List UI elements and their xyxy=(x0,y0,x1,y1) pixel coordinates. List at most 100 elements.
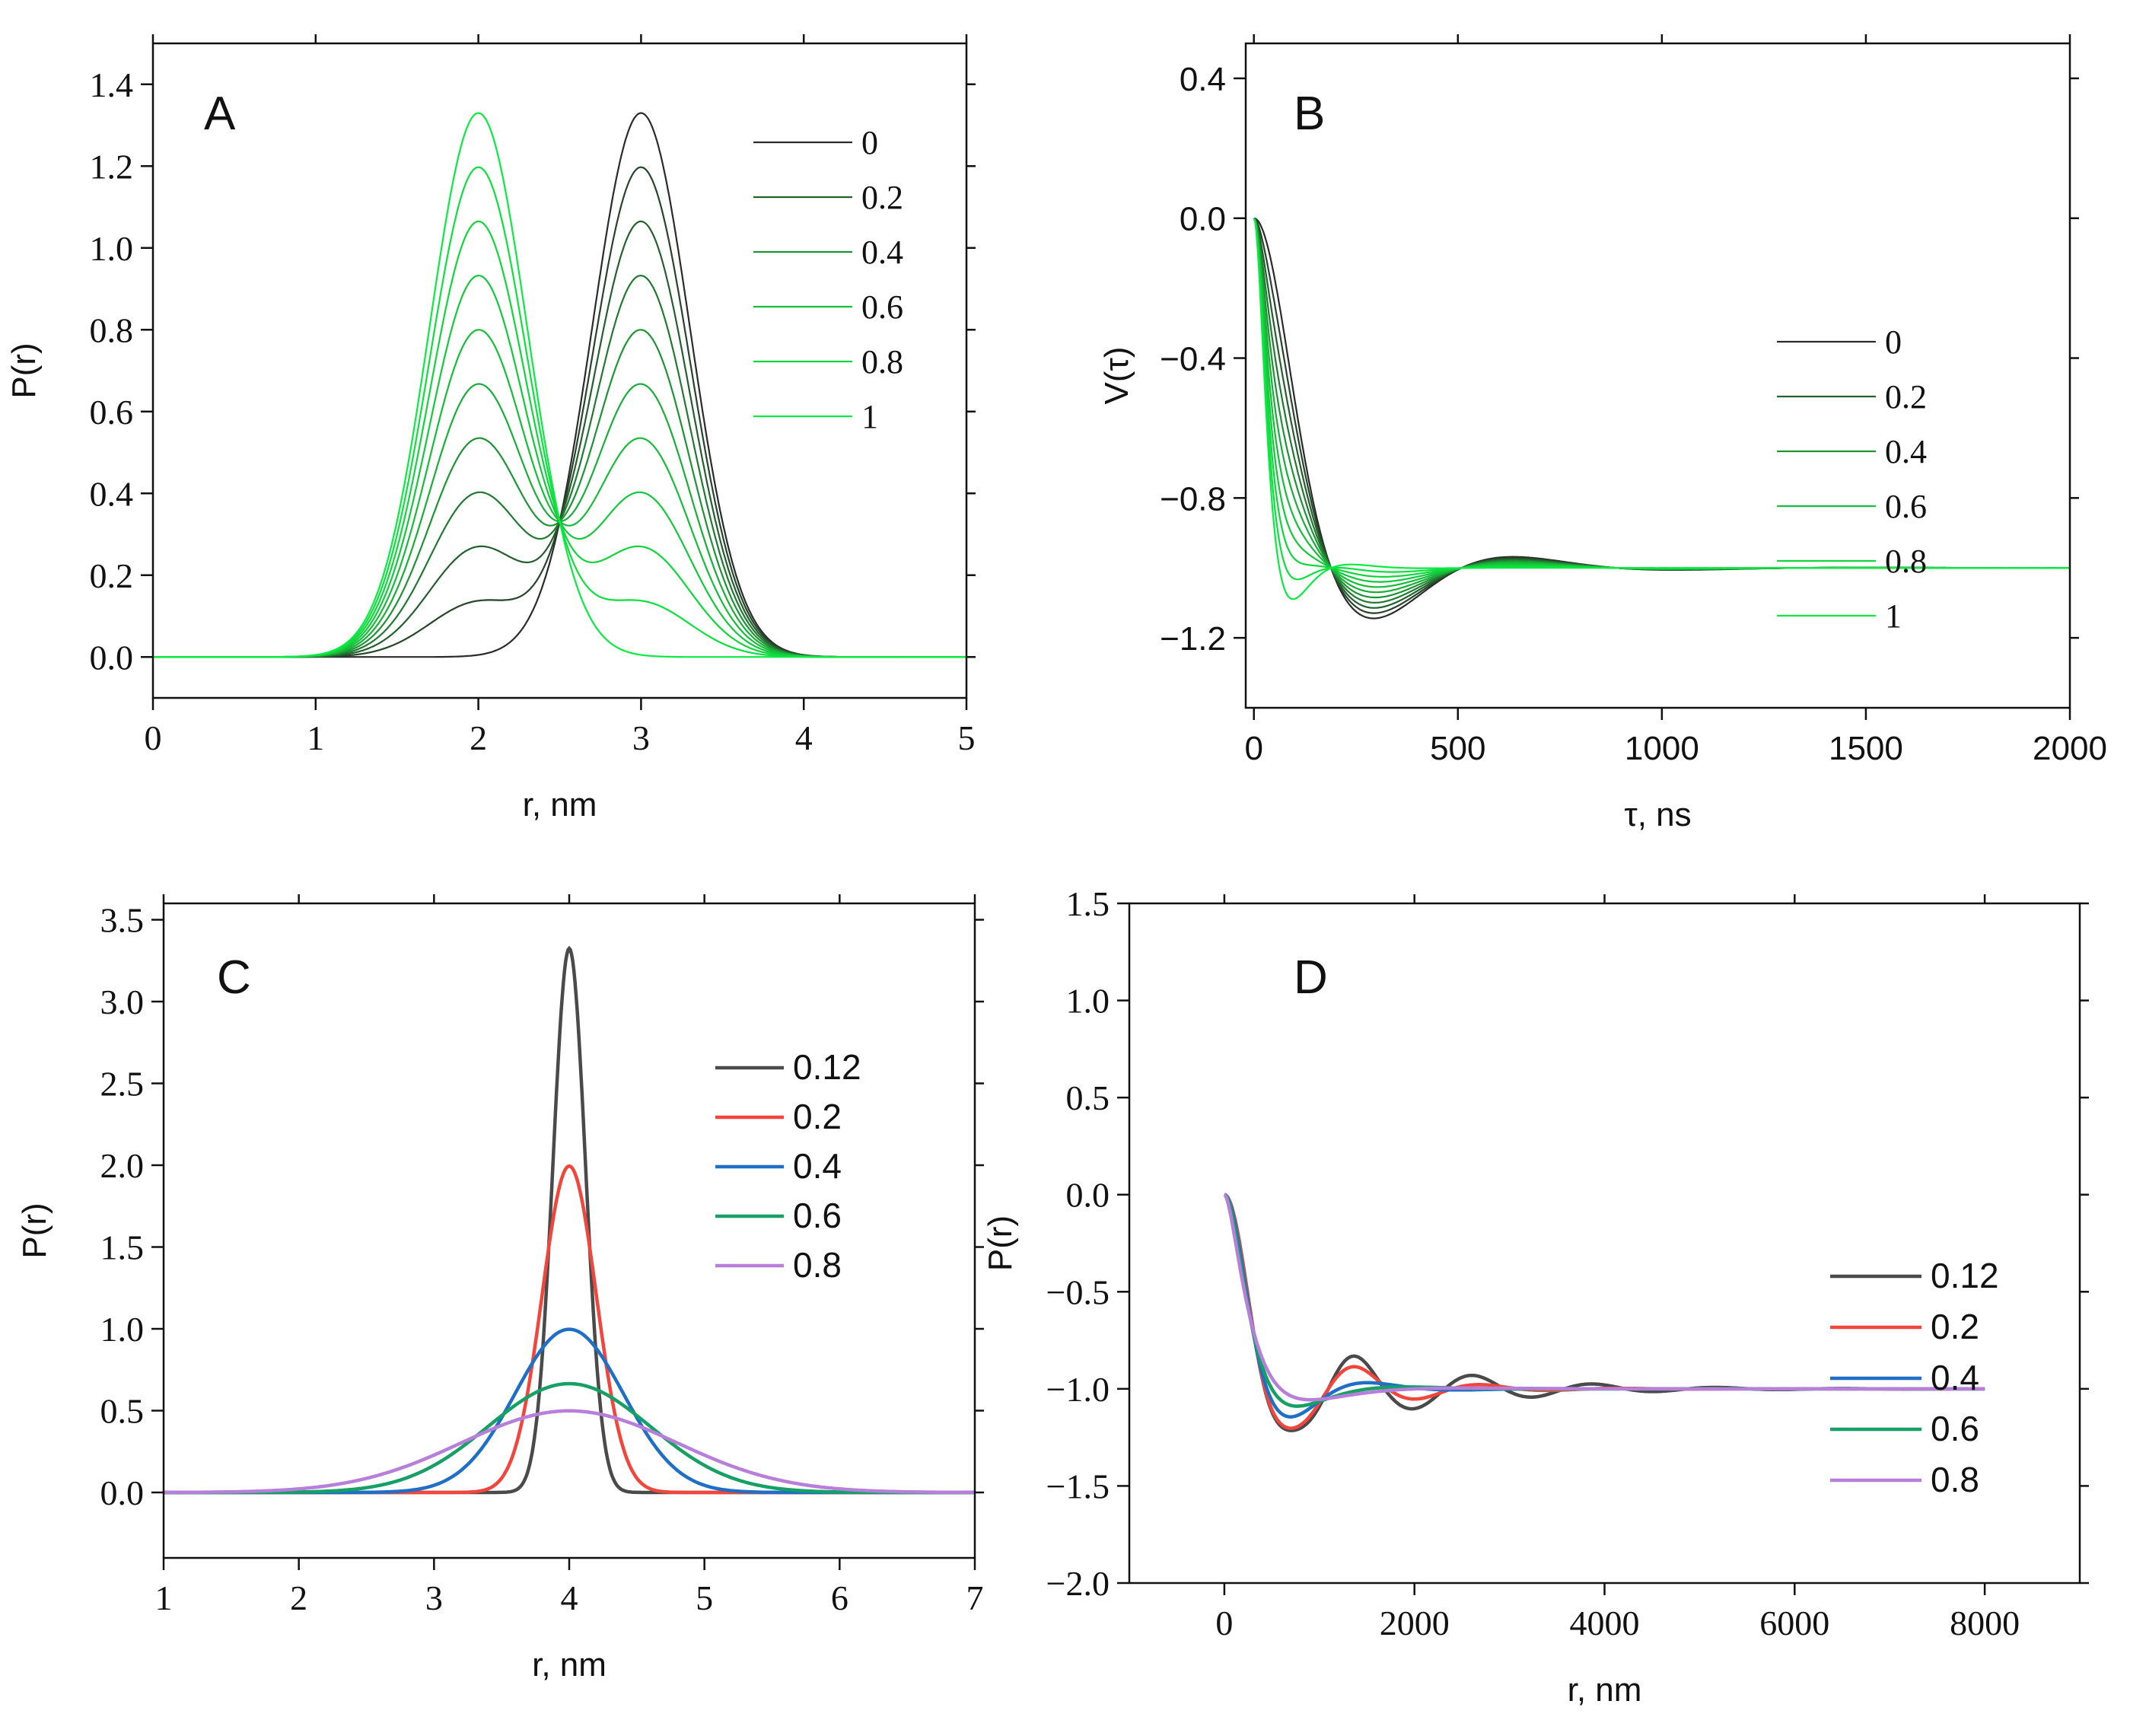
y-axis-label: V(τ) xyxy=(1098,346,1135,404)
panel-b-legend: 0 0.2 0.4 0.6 0.8 1 xyxy=(1777,323,1927,635)
legend-label: 0.4 xyxy=(793,1146,842,1186)
y-tick-label: 0.2 xyxy=(90,556,134,595)
x-tick-label: 2 xyxy=(290,1578,307,1617)
legend-label: 0.12 xyxy=(793,1047,861,1087)
y-tick-label: 1.5 xyxy=(100,1228,145,1267)
y-axis-label: P(r) xyxy=(16,1202,53,1258)
legend-label: 0.6 xyxy=(861,288,903,326)
curve-b-1 xyxy=(1253,218,2070,600)
x-tick-label: 4 xyxy=(795,718,813,757)
x-axis-label: τ, ns xyxy=(1624,796,1691,833)
y-tick-label: 2.5 xyxy=(100,1065,145,1104)
x-tick-label: 2000 xyxy=(2033,730,2107,767)
legend-label: 0.2 xyxy=(861,179,903,216)
x-tick-label: 1 xyxy=(155,1578,173,1617)
y-tick-label: 0.4 xyxy=(90,474,134,513)
legend-label: 0.6 xyxy=(1931,1409,1979,1448)
panel-b-curves xyxy=(1253,217,2071,620)
panel-a-letter: A xyxy=(204,88,236,140)
panel-c-curves xyxy=(164,945,975,1495)
x-tick-label: 6 xyxy=(831,1578,848,1617)
panel-c-letter: C xyxy=(217,951,251,1004)
y-tick-label: 0.0 xyxy=(1180,201,1226,238)
x-tick-label: 1 xyxy=(307,718,324,757)
legend-label: 0.8 xyxy=(861,343,903,381)
x-tick-label: 8000 xyxy=(1950,1604,2020,1642)
y-tick-label: 0.0 xyxy=(1066,1176,1110,1215)
y-tick-label: 0.6 xyxy=(90,393,134,432)
panel-c: 1 2 3 4 5 6 7 0.0 0.5 1.0 1.5 2.0 2.5 3.0 3.5 r, nm P(r)… xyxy=(16,894,984,1683)
legend-label: 0.8 xyxy=(793,1245,842,1285)
y-tick-label: 0.5 xyxy=(1066,1078,1110,1117)
legend-label: 0.6 xyxy=(793,1196,842,1235)
x-tick-label: 0 xyxy=(145,718,162,757)
legend-label: 0.8 xyxy=(1885,543,1927,580)
y-tick-label: −0.5 xyxy=(1046,1273,1110,1311)
y-tick-label: −1.0 xyxy=(1046,1370,1110,1409)
curve-c-0_8 xyxy=(164,1409,975,1495)
y-tick-label: 0.8 xyxy=(90,311,134,349)
panel-d-legend: 0.12 0.2 0.4 0.6 0.8 xyxy=(1830,1256,1999,1499)
y-axis-label: P(r) xyxy=(5,342,43,398)
y-tick-label: 0.0 xyxy=(100,1473,145,1512)
legend-label: 0.4 xyxy=(861,234,903,271)
y-tick-label: 1.5 xyxy=(1066,884,1110,923)
y-tick-label: 1.0 xyxy=(90,229,134,268)
x-tick-label: 1500 xyxy=(1829,730,1903,767)
x-axis-label: r, nm xyxy=(1568,1671,1642,1709)
x-tick-label: 5 xyxy=(958,718,976,757)
y-tick-label: 1.0 xyxy=(1066,982,1110,1021)
panel-a-frame xyxy=(151,42,968,699)
y-tick-label: 2.0 xyxy=(100,1146,145,1185)
legend-label: 0.4 xyxy=(1885,433,1927,470)
legend-label: 0.2 xyxy=(1931,1307,1979,1346)
x-axis-label: r, nm xyxy=(523,786,597,823)
panel-b-letter: B xyxy=(1294,88,1325,140)
y-tick-label: −0.4 xyxy=(1160,341,1226,378)
x-tick-label: 7 xyxy=(966,1578,984,1617)
legend-label: 1 xyxy=(1885,597,1902,635)
panel-d: 0 2000 4000 6000 8000 −2.0 −1.5 −1.0 −0.5 0.0 0.5 1… xyxy=(982,884,2089,1709)
panel-d-letter: D xyxy=(1294,951,1328,1004)
x-tick-label: 3 xyxy=(425,1578,443,1617)
curve-d-0_8 xyxy=(1223,1193,1985,1402)
panel-b-frame xyxy=(1244,42,2071,709)
y-tick-label: 0.4 xyxy=(1180,61,1226,98)
x-tick-label: 6000 xyxy=(1759,1604,1829,1642)
legend-label: 0.2 xyxy=(793,1097,842,1136)
x-axis-label: r, nm xyxy=(532,1646,607,1683)
panel-a-legend: 0 0.2 0.4 0.6 0.8 1 xyxy=(753,124,903,435)
y-tick-label: 1.2 xyxy=(90,147,134,186)
y-tick-label: −1.2 xyxy=(1160,620,1226,658)
panel-a-curves xyxy=(153,112,966,658)
legend-label: 0.4 xyxy=(1931,1358,1979,1397)
y-tick-label: 3.5 xyxy=(100,901,145,940)
x-tick-label: 2000 xyxy=(1380,1604,1450,1642)
x-tick-label: 2 xyxy=(470,718,487,757)
panel-b: 0 500 1000 1500 2000 −1.2 −0.8 −0.4 0.0 0.4 τ, ns V… xyxy=(1098,34,2107,833)
legend-label: 0.8 xyxy=(1931,1460,1979,1499)
x-tick-label: 5 xyxy=(696,1578,713,1617)
y-tick-label: 3.0 xyxy=(100,983,145,1021)
legend-label: 0.6 xyxy=(1885,488,1927,525)
curve-a-1 xyxy=(153,112,966,658)
x-tick-label: 4 xyxy=(561,1578,578,1617)
y-tick-label: −2.0 xyxy=(1046,1564,1110,1603)
y-axis-label: P(r) xyxy=(982,1215,1019,1271)
x-tick-label: 0 xyxy=(1215,1604,1233,1642)
y-tick-label: 1.4 xyxy=(90,65,134,104)
panel-d-curves xyxy=(1223,1193,1985,1432)
x-tick-label: 3 xyxy=(632,718,650,757)
legend-label: 0.12 xyxy=(1931,1256,1999,1295)
legend-label: 1 xyxy=(861,398,878,435)
y-tick-label: −0.8 xyxy=(1160,480,1226,518)
x-tick-label: 500 xyxy=(1430,730,1485,767)
y-tick-label: 1.0 xyxy=(100,1310,145,1349)
y-tick-label: 0.0 xyxy=(90,638,134,677)
curve-c-0_6 xyxy=(164,1381,975,1495)
legend-label: 0 xyxy=(861,124,878,161)
y-tick-label: −1.5 xyxy=(1046,1467,1110,1505)
x-tick-label: 0 xyxy=(1244,730,1262,767)
